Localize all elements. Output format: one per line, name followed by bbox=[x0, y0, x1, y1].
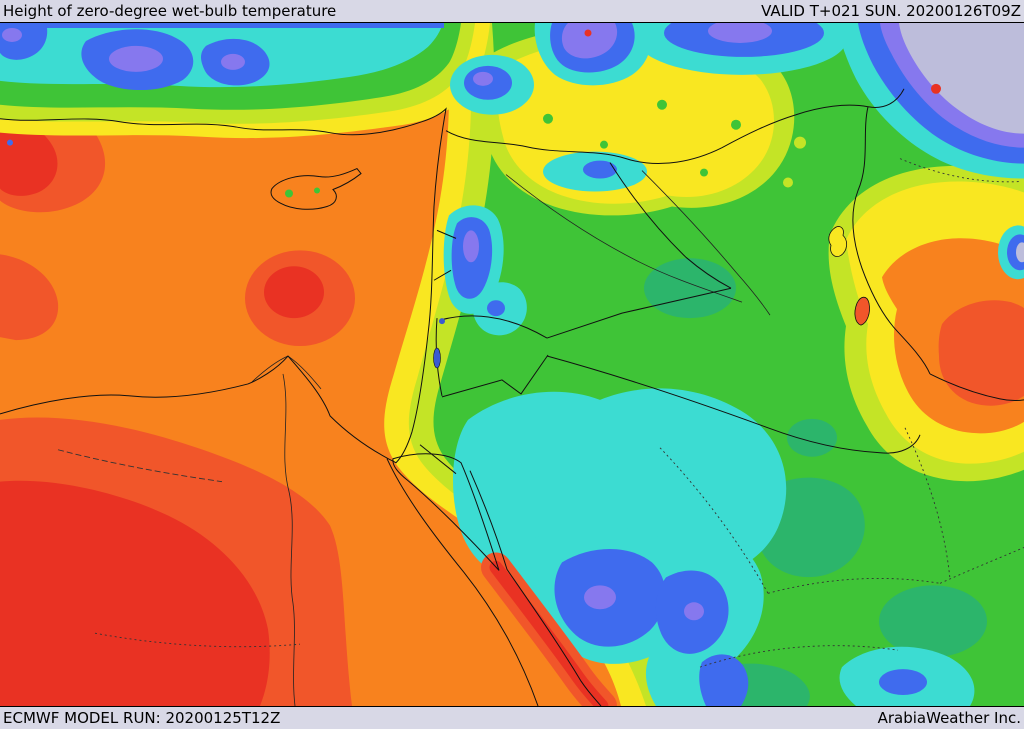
top-mountain-band-layer bbox=[0, 23, 490, 139]
model-run-text: ECMWF MODEL RUN: 20200125T12Z bbox=[3, 709, 281, 727]
brand-text: ArabiaWeather Inc. bbox=[877, 709, 1021, 727]
top-right-corner-layer bbox=[622, 23, 1024, 179]
red-sea-streak bbox=[481, 552, 617, 706]
footer-bar: ECMWF MODEL RUN: 20200125T12Z ArabiaWeat… bbox=[0, 707, 1024, 729]
cyprus-island bbox=[270, 167, 362, 210]
weather-map bbox=[0, 22, 1024, 707]
rivers-layer bbox=[251, 170, 771, 706]
teal-patch-layer bbox=[644, 258, 987, 706]
map-title: Height of zero-degree wet-bulb temperatu… bbox=[3, 2, 337, 20]
detail-spots-layer bbox=[450, 23, 806, 192]
header-bar: Height of zero-degree wet-bulb temperatu… bbox=[0, 0, 1024, 22]
valid-time-label: VALID T+021 SUN. 20200126T09Z bbox=[761, 2, 1021, 20]
admin-borders-layer bbox=[57, 158, 1024, 668]
islands-layer bbox=[433, 226, 870, 369]
purple-core-layer bbox=[463, 230, 1024, 621]
country-borders-layer bbox=[0, 88, 1024, 706]
contour-svg bbox=[0, 23, 1024, 706]
